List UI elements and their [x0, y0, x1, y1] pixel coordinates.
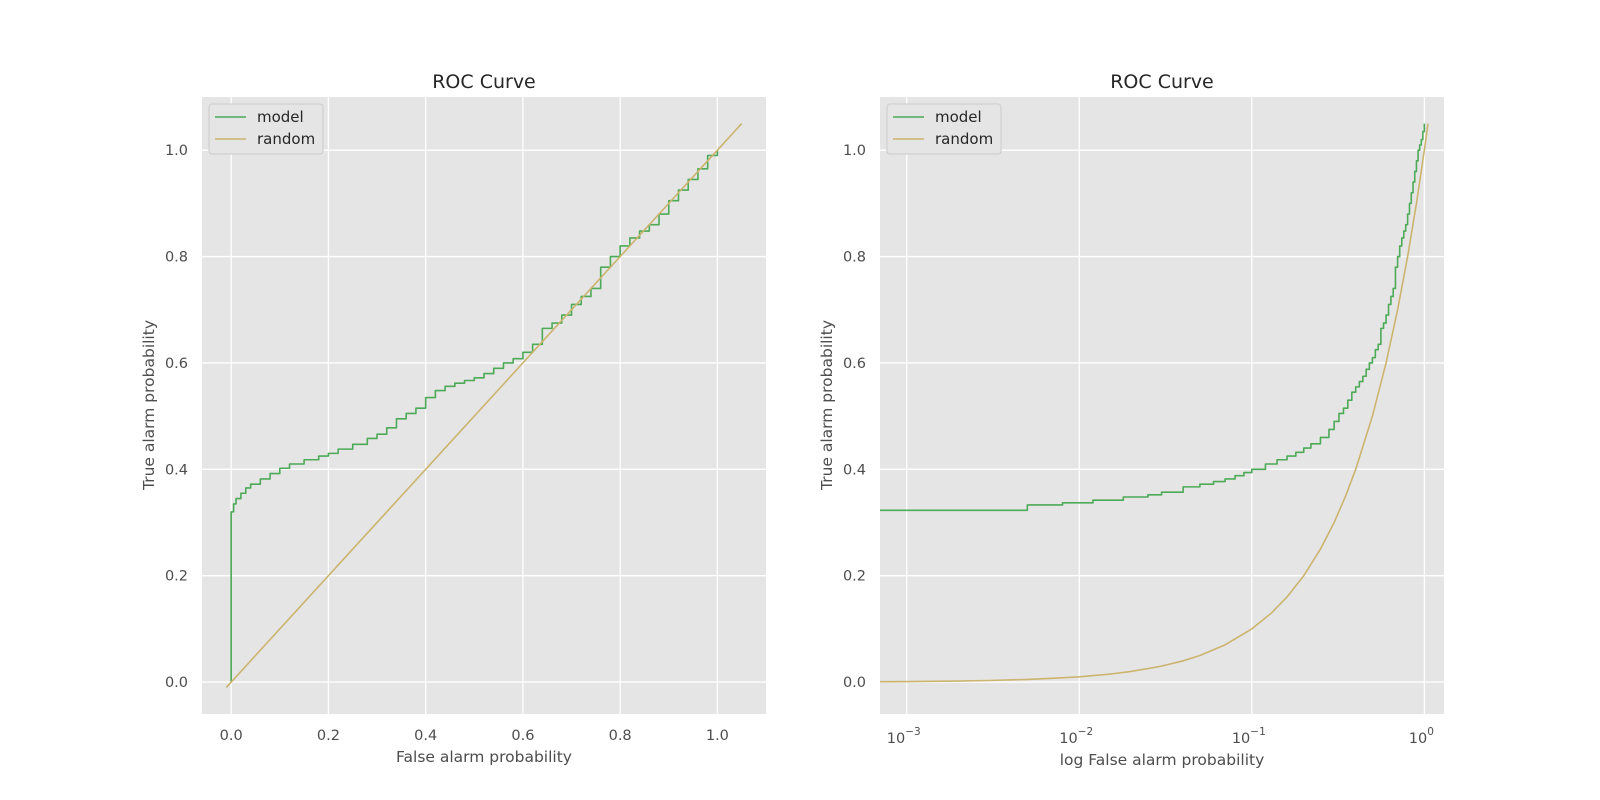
x-axis-label: log False alarm probability — [1060, 751, 1265, 769]
y-tick-labels: 0.0 0.2 0.4 0.6 0.8 1.0 — [165, 143, 188, 691]
series-line-random — [225, 123, 743, 688]
x-grid — [906, 97, 1425, 714]
x-tick-label: 0.2 — [317, 728, 340, 744]
y-tick-label: 1.0 — [843, 143, 866, 159]
y-tick-label: 0.4 — [165, 462, 188, 478]
series-line-random — [879, 123, 1429, 683]
x-tick-label: 0.6 — [511, 728, 534, 744]
y-tick-labels: 0.0 0.2 0.4 0.6 0.8 1.0 — [843, 143, 866, 691]
y-axis-label: True alarm probability — [140, 320, 158, 491]
x-tick-labels: 10−3 10−2 10−1 100 — [887, 726, 1434, 747]
x-axis-label: False alarm probability — [396, 748, 572, 766]
x-tick-label: 0.8 — [609, 728, 632, 744]
y-tick-label: 0.2 — [165, 569, 188, 585]
y-tick-label: 0.0 — [843, 675, 866, 691]
plot-area — [880, 97, 1444, 714]
x-tick-labels: 0.0 0.2 0.4 0.6 0.8 1.0 — [220, 728, 729, 744]
series-group — [879, 123, 1429, 683]
y-grid — [202, 149, 766, 683]
y-tick-label: 0.8 — [843, 250, 866, 266]
chart-title: ROC Curve — [432, 71, 536, 93]
roc-chart-linear: 0.0 0.2 0.4 0.6 0.8 1.0 0.0 0.2 0.4 0.6 0.8 1.0 RO… — [140, 71, 766, 766]
chart-title: ROC Curve — [1110, 71, 1214, 93]
x-tick-label: 0.4 — [414, 728, 437, 744]
y-tick-label: 1.0 — [165, 143, 188, 159]
y-tick-label: 0.4 — [843, 462, 866, 478]
roc-chart-log: 10−3 10−2 10−1 100 0.0 0.2 0.4 0.6 0.8 1.0 ROC C… — [818, 71, 1444, 769]
y-axis-label: True alarm probability — [818, 320, 836, 491]
series-group — [225, 123, 743, 688]
y-tick-label: 0.8 — [165, 250, 188, 266]
legend-label-random: random — [257, 130, 315, 148]
legend-label-model: model — [257, 108, 304, 126]
y-tick-label: 0.6 — [165, 356, 188, 372]
series-line-model — [880, 123, 1426, 512]
legend: model random — [886, 103, 1002, 155]
legend-label-random: random — [935, 130, 993, 148]
legend-label-model: model — [935, 108, 982, 126]
y-tick-label: 0.2 — [843, 569, 866, 585]
y-tick-label: 0.0 — [165, 675, 188, 691]
y-tick-label: 0.6 — [843, 356, 866, 372]
x-tick-label: 1.0 — [706, 728, 729, 744]
legend: model random — [208, 103, 324, 155]
x-tick-label: 0.0 — [220, 728, 243, 744]
